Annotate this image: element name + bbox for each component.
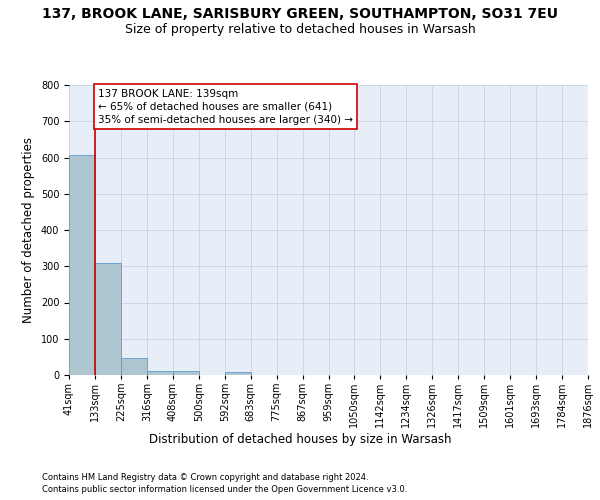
Bar <box>95 262 121 375</box>
Text: Contains HM Land Registry data © Crown copyright and database right 2024.: Contains HM Land Registry data © Crown c… <box>42 472 368 482</box>
Text: 137, BROOK LANE, SARISBURY GREEN, SOUTHAMPTON, SO31 7EU: 137, BROOK LANE, SARISBURY GREEN, SOUTHA… <box>42 8 558 22</box>
Bar <box>225 372 251 375</box>
Bar <box>173 370 199 375</box>
Bar <box>121 358 147 375</box>
Text: 137 BROOK LANE: 139sqm
← 65% of detached houses are smaller (641)
35% of semi-de: 137 BROOK LANE: 139sqm ← 65% of detached… <box>98 88 353 125</box>
Y-axis label: Number of detached properties: Number of detached properties <box>22 137 35 323</box>
Bar <box>147 371 173 375</box>
Text: Size of property relative to detached houses in Warsash: Size of property relative to detached ho… <box>125 22 475 36</box>
Text: Contains public sector information licensed under the Open Government Licence v3: Contains public sector information licen… <box>42 485 407 494</box>
Bar <box>69 155 95 375</box>
Text: Distribution of detached houses by size in Warsash: Distribution of detached houses by size … <box>149 432 451 446</box>
